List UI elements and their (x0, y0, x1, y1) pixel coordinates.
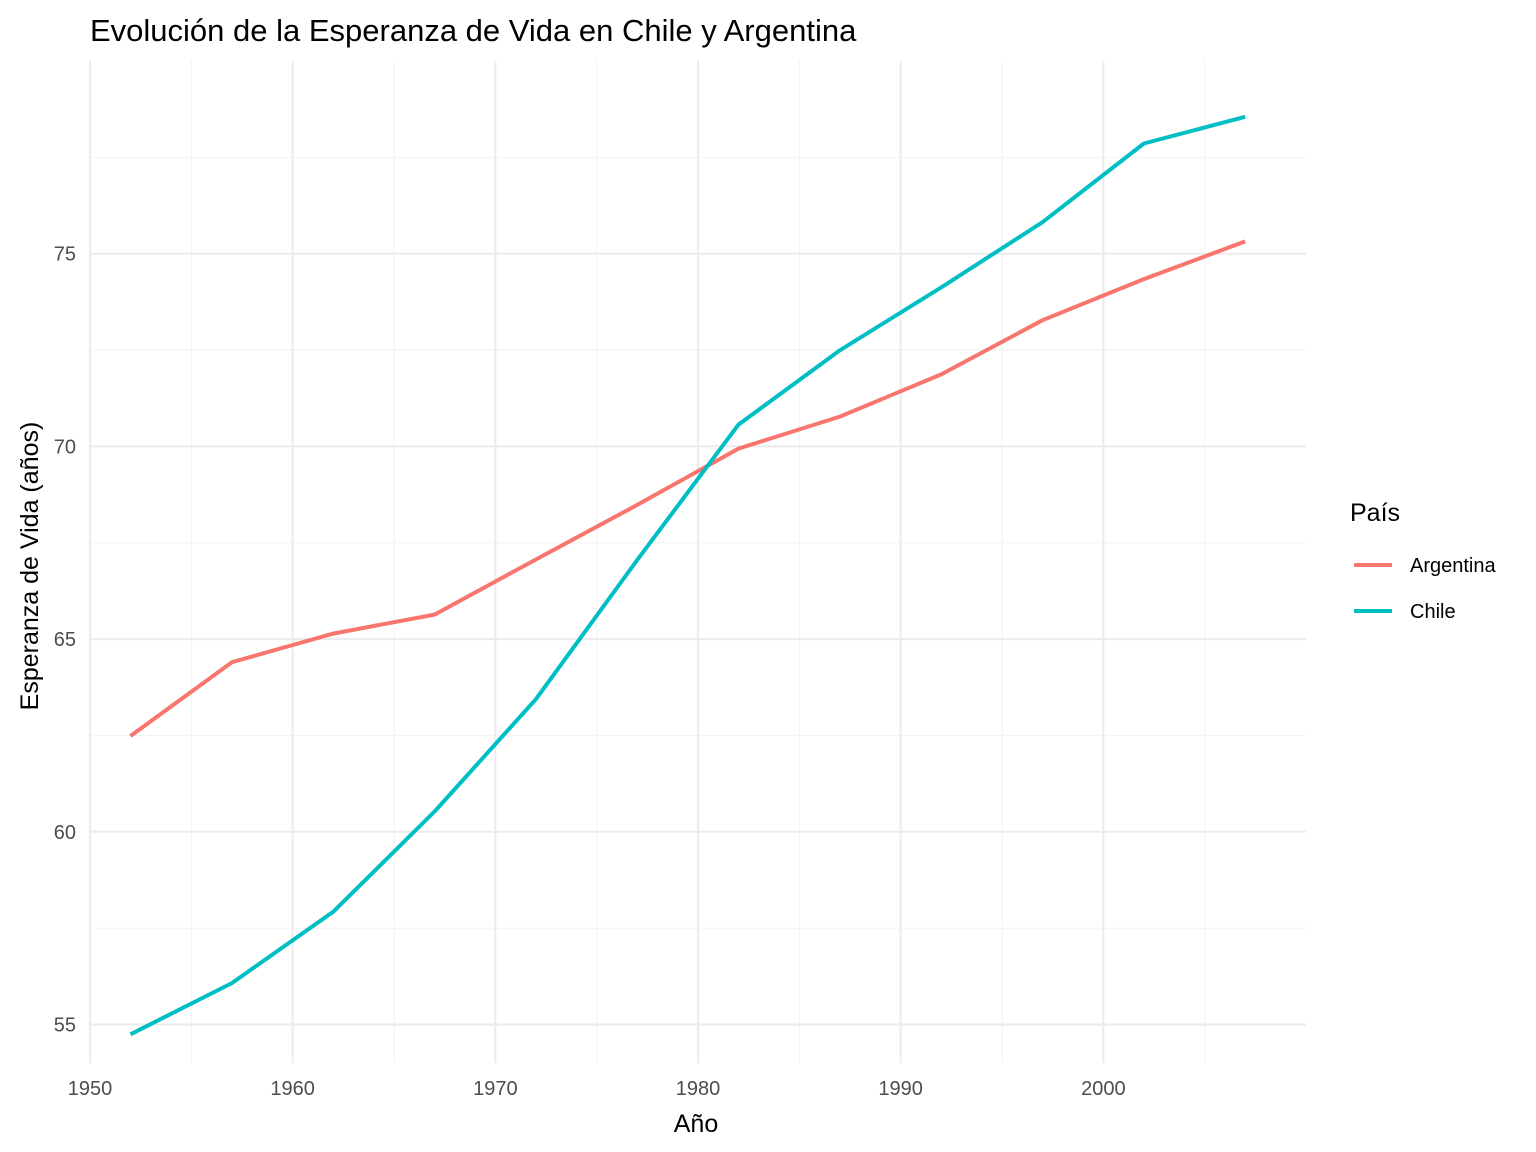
x-tick-label: 1960 (270, 1078, 315, 1100)
x-tick-label: 1970 (473, 1078, 518, 1100)
x-tick-label: 1980 (676, 1078, 721, 1100)
series-line-chile (129, 114, 1246, 1037)
y-axis-ticks: 55 60 65 70 75 (54, 244, 76, 1037)
legend-label-chile: Chile (1410, 601, 1456, 623)
x-axis-ticks: 1950 1960 1970 1980 1990 2000 (68, 1078, 1126, 1100)
x-axis-title: Año (674, 1110, 718, 1138)
major-gridlines (89, 61, 1306, 1063)
x-tick-label: 2000 (1081, 1078, 1126, 1100)
legend: País Argentina Chile (1350, 499, 1496, 623)
legend-label-argentina: Argentina (1410, 555, 1496, 577)
y-axis-title: Esperanza de Vida (años) (16, 422, 44, 711)
x-tick-label: 1950 (68, 1078, 113, 1100)
y-tick-label: 55 (54, 1014, 76, 1036)
data-series (129, 114, 1246, 1037)
series-line-argentina (129, 239, 1246, 738)
y-tick-label: 60 (54, 822, 76, 844)
x-tick-label: 1990 (878, 1078, 923, 1100)
legend-title: País (1350, 499, 1400, 527)
chart-title: Evolución de la Esperanza de Vida en Chi… (90, 13, 857, 48)
legend-items: Argentina Chile (1354, 555, 1496, 623)
y-tick-label: 65 (54, 629, 76, 651)
y-tick-label: 70 (54, 436, 76, 458)
y-tick-label: 75 (54, 244, 76, 266)
